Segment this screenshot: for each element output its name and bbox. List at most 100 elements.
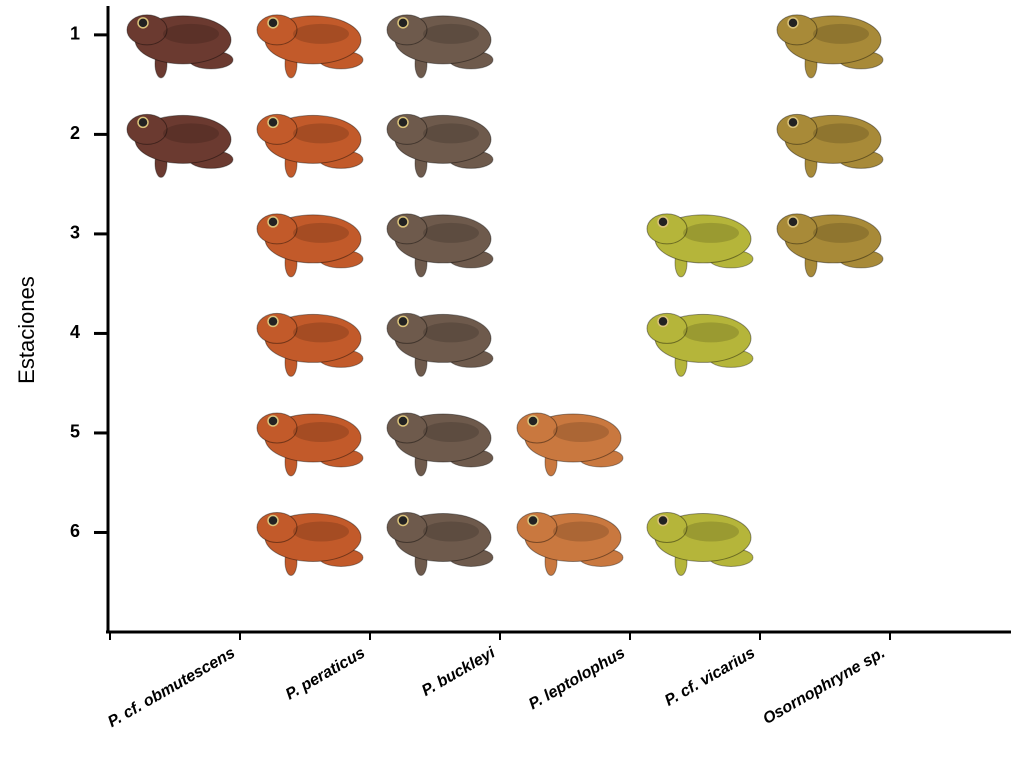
frog-eye (397, 415, 409, 427)
frog-eye (527, 415, 539, 427)
frog-shade (293, 222, 349, 243)
frog-shade (293, 322, 349, 343)
frog-eye (397, 116, 409, 129)
frog-mark (256, 113, 364, 178)
frog-head (516, 511, 558, 543)
frog-head (776, 14, 818, 46)
frog-mark (256, 14, 364, 79)
frog-mark (126, 113, 234, 178)
x-tick-label: P. cf. vicarius (662, 644, 758, 709)
frog-eye (267, 17, 279, 29)
frog-mark (386, 14, 494, 79)
x-tick-label: P. peraticus (283, 644, 368, 703)
frog-mark (256, 312, 364, 377)
frog-shade (423, 222, 479, 243)
frog-eye (397, 315, 409, 328)
frog-shade (813, 222, 869, 243)
frog-mark (646, 213, 754, 278)
y-axis-title: Estaciones (14, 276, 39, 384)
frog-head (646, 213, 688, 245)
frog-head (776, 213, 818, 245)
y-tick-label: 3 (70, 223, 80, 243)
x-tick-label: P. cf. obmutescens (105, 644, 238, 731)
frog-eye (267, 514, 279, 527)
frog-head (126, 14, 168, 46)
y-tick-label: 6 (70, 521, 80, 541)
y-tick-label: 5 (70, 422, 80, 442)
y-tick-label: 4 (70, 322, 80, 342)
frog-mark (386, 511, 494, 576)
frog-head (256, 412, 298, 444)
frog-eye (527, 514, 539, 527)
frog-eye (657, 514, 669, 527)
frog-head (386, 213, 428, 245)
frog-mark (386, 113, 494, 178)
frog-shade (293, 23, 349, 44)
frog-eye (787, 17, 799, 29)
frog-eye (267, 415, 279, 427)
frog-eye (657, 315, 669, 328)
frog-shade (553, 521, 609, 542)
frog-head (386, 412, 428, 444)
frog-eye (267, 216, 279, 228)
frog-eye (137, 116, 149, 129)
frog-mark (126, 14, 234, 79)
x-tick-label: P. buckleyi (419, 644, 499, 700)
frog-eye (137, 17, 149, 29)
frog-head (256, 213, 298, 245)
frog-mark (516, 412, 624, 477)
frog-eye (397, 216, 409, 228)
frog-shade (553, 421, 609, 442)
frog-mark (516, 511, 624, 576)
frog-eye (397, 514, 409, 527)
frog-shade (163, 123, 219, 144)
frog-head (386, 113, 428, 145)
frog-mark (256, 213, 364, 278)
x-tick-label: P. leptolophus (526, 644, 628, 713)
frog-mark (256, 412, 364, 477)
y-tick-label: 1 (70, 24, 80, 44)
frog-head (256, 511, 298, 543)
frog-mark (646, 511, 754, 576)
frog-shade (293, 123, 349, 144)
frog-head (776, 113, 818, 145)
frog-head (516, 412, 558, 444)
frog-shade (683, 322, 739, 343)
frog-mark (386, 412, 494, 477)
frog-head (256, 312, 298, 344)
frog-shade (163, 23, 219, 44)
frog-head (256, 14, 298, 46)
frog-eye (267, 315, 279, 328)
frog-shade (423, 123, 479, 144)
frog-mark (776, 14, 884, 79)
frog-eye (657, 216, 669, 228)
frog-mark (776, 113, 884, 178)
frog-shade (423, 322, 479, 343)
frog-mark (386, 312, 494, 377)
frog-shade (423, 521, 479, 542)
frog-mark (386, 213, 494, 278)
y-tick-label: 2 (70, 123, 80, 143)
frog-head (256, 113, 298, 145)
frog-eye (267, 116, 279, 129)
frog-mark (646, 312, 754, 377)
frog-head (126, 113, 168, 145)
frog-shade (813, 123, 869, 144)
frog-shade (423, 23, 479, 44)
frog-head (646, 511, 688, 543)
frog-mark (776, 213, 884, 278)
frog-shade (293, 421, 349, 442)
x-tick-label: Osornophryne sp. (760, 644, 888, 728)
frog-shade (813, 23, 869, 44)
frog-head (386, 511, 428, 543)
frog-head (646, 312, 688, 344)
frog-eye (787, 216, 799, 228)
frog-head (386, 14, 428, 46)
frog-mark (256, 511, 364, 576)
frog-shade (683, 521, 739, 542)
frog-head (386, 312, 428, 344)
frog-shade (293, 521, 349, 542)
frog-eye (397, 17, 409, 29)
frog-shade (683, 222, 739, 243)
